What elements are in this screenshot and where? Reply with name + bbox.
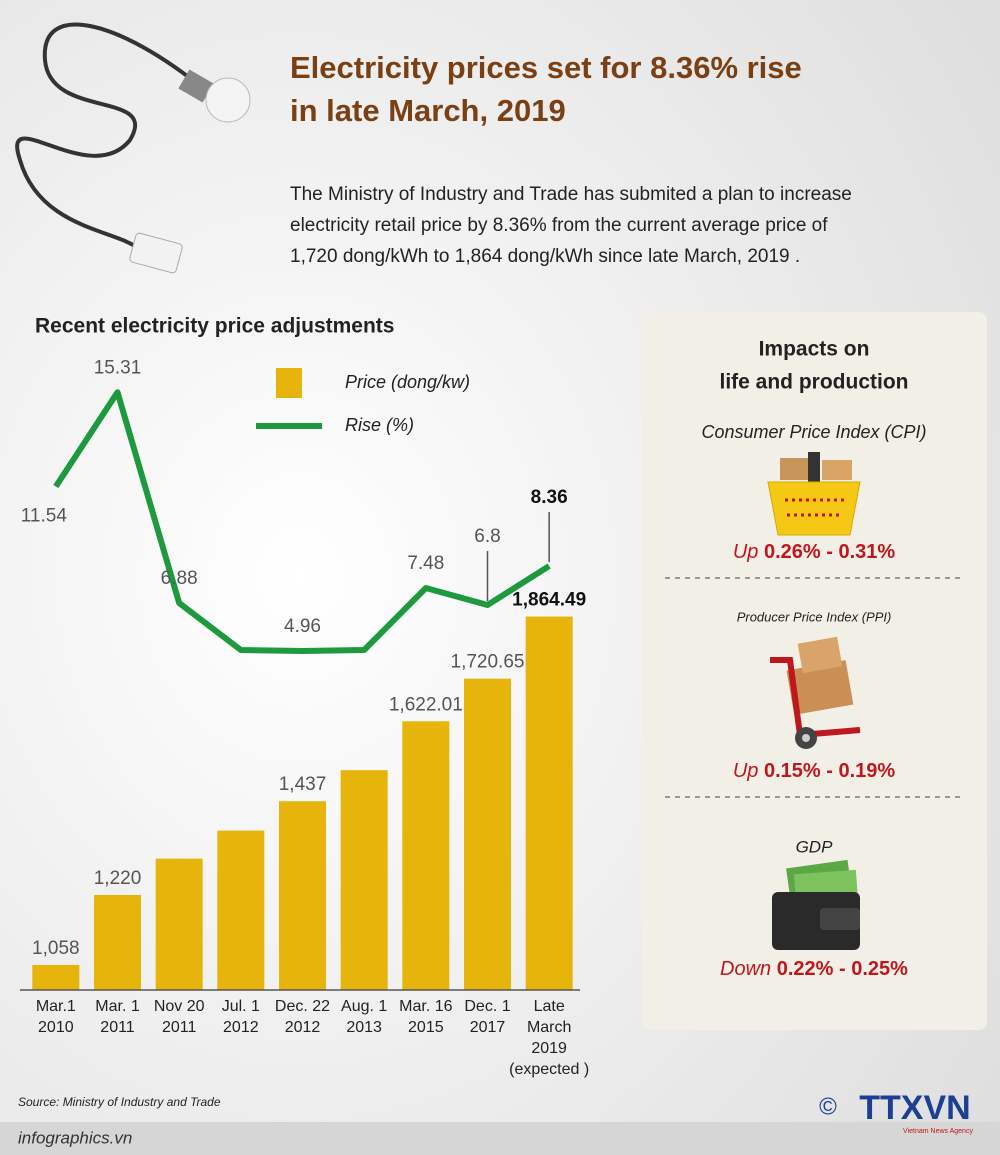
bar [155,858,203,990]
title: Electricity prices set for 8.36% rise [290,50,802,85]
description: electricity retail price by 8.36% from t… [290,215,828,236]
rise-value-label: 15.31 [94,357,142,378]
impact-result: Up 0.26% - 0.31% [733,541,896,563]
impact-direction: Down [720,958,771,980]
bar-value-label: 1,622.01 [389,694,463,715]
impact-range: 0.26% - 0.31% [764,541,895,563]
x-tick-label: Dec. 22 2012 [275,998,330,1036]
bar-value-label: 1,864.49 [512,590,586,611]
bar [464,678,511,990]
basket-icon [767,452,861,536]
rise-value-label: 6.8 [474,526,500,547]
bar-value-label: 1,058 [32,938,80,959]
x-tick-label: Nov 20 2011 [154,998,205,1036]
x-tick-label: Mar. 1 2011 [95,998,140,1036]
impact-label: Consumer Price Index (CPI) [701,422,926,442]
site: infographics.vn [18,1128,132,1147]
agency: Vietnam News Agency [903,1128,973,1135]
wallet-icon [772,859,860,950]
bar-value-label: 1,720.65 [451,652,525,673]
rise-value-label: 11.54 [21,506,68,527]
footer-bar [0,1122,1000,1155]
rise-value-label: 6.88 [161,568,198,589]
rise-value-label: 4.96 [284,616,321,637]
bar [279,801,326,990]
source: Source: Ministry of Industry and Trade [18,1095,221,1109]
impact-direction: Up [733,760,759,782]
logo: TTXVN [859,1089,970,1127]
rise-line [53,389,551,654]
description: The Ministry of Industry and Trade has s… [290,184,852,205]
bar [32,964,80,990]
trolley-icon [770,636,861,749]
x-tick-label: Dec. 1 2017 [464,998,510,1036]
impact-label: Producer Price Index (PPI) [737,609,892,624]
impact-result: Up 0.15% - 0.19% [733,760,896,782]
title: in late March, 2019 [290,93,566,128]
bar [217,830,265,990]
impact-range: 0.22% - 0.25% [777,958,908,980]
x-tick-label: Late March 2019 (expected ) [509,998,589,1078]
rise-value-label: 8.36 [531,487,568,508]
impact-direction: Up [733,541,759,563]
bar [340,770,388,990]
impacts-title: Impacts on [759,338,870,361]
x-tick-label: Jul. 1 2012 [222,998,260,1036]
rise-value-label: 7.48 [407,553,444,574]
x-tick-label: Mar.1 2010 [36,998,76,1036]
impact-label: GDP [796,837,834,856]
bar [525,616,573,990]
impact-range: 0.15% - 0.19% [764,760,895,782]
legend-label: Rise (%) [345,415,414,435]
x-tick-label: Aug. 1 2013 [341,998,387,1036]
legend-label: Price (dong/kw) [345,372,470,392]
chart-title: Recent electricity price adjustments [35,315,394,338]
impact-result: Down 0.22% - 0.25% [720,958,908,980]
bar [94,894,141,990]
bar-value-label: 1,437 [279,774,327,795]
x-tick-label: Mar. 16 2015 [399,998,452,1036]
bar [402,721,450,990]
description: 1,720 dong/kWh to 1,864 dong/kWh since l… [290,246,800,267]
bar-value-label: 1,220 [94,868,142,889]
copyright: © [819,1093,837,1120]
bulb-illustration [15,22,251,274]
legend-swatch [276,368,302,398]
impacts-title: life and production [720,371,909,394]
